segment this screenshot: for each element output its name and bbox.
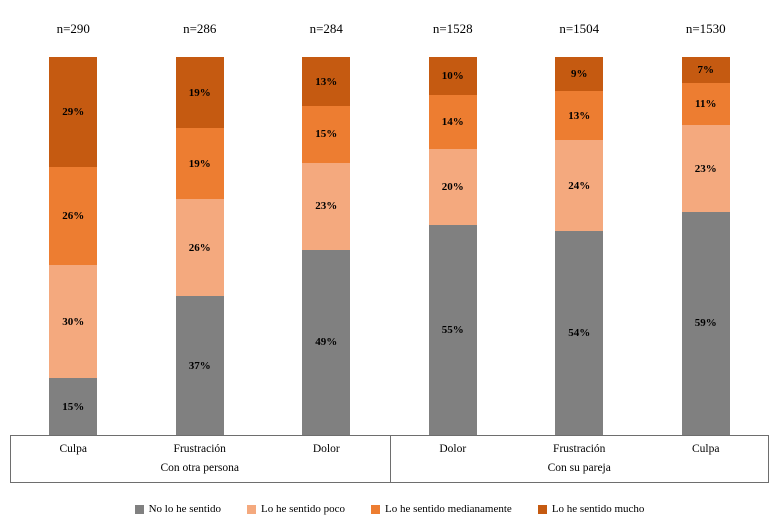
legend-swatch: [371, 504, 381, 514]
segment-value-label: 54%: [568, 326, 591, 339]
legend-label: No lo he sentido: [148, 503, 222, 515]
category-label: Culpa: [692, 443, 720, 455]
bar-segment: 13%: [302, 57, 351, 107]
bar-segment: 26%: [49, 166, 98, 265]
segment-value-label: 15%: [62, 400, 85, 413]
category-label: Frustración: [173, 443, 226, 455]
segment-value-label: 11%: [695, 98, 717, 111]
category-label: Frustración: [553, 443, 606, 455]
segment-value-label: 14%: [441, 115, 464, 128]
segment-value-label: 7%: [697, 64, 715, 77]
bar-segment: 9%: [555, 57, 604, 92]
bar-segment: 14%: [428, 95, 477, 149]
bar-segment: 54%: [555, 230, 604, 435]
segment-value-label: 29%: [62, 105, 85, 118]
legend-item: Lo he sentido poco: [247, 503, 345, 515]
bar-segment: 10%: [428, 57, 477, 96]
segment-value-label: 59%: [694, 317, 717, 330]
bar-slot-1: n=290 29% 26% 30% 15%: [10, 14, 137, 435]
n-label: n=1528: [432, 21, 473, 36]
segment-value-label: 20%: [441, 180, 464, 193]
n-label: n=284: [309, 21, 343, 36]
n-label: n=1530: [685, 21, 726, 36]
n-label: n=1504: [559, 21, 600, 36]
stacked-bar-frustración: 19% 19% 26% 37%: [175, 57, 224, 435]
bar-segment: 24%: [555, 140, 604, 231]
segment-value-label: 13%: [315, 75, 338, 88]
n-label: n=290: [56, 21, 90, 36]
bar-segment: 7%: [681, 57, 730, 84]
bar-segment: 55%: [428, 224, 477, 435]
stacked-bar-frustración: 9% 13% 24% 54%: [555, 57, 604, 435]
stacked-bar-dolor: 13% 15% 23% 49%: [302, 57, 351, 435]
legend-label: Lo he sentido mucho: [551, 503, 645, 515]
legend-label: Lo he sentido poco: [261, 503, 346, 515]
legend-label: Lo he sentido medianamente: [385, 503, 512, 515]
legend-swatch: [134, 504, 144, 514]
category-label: Dolor: [439, 443, 467, 455]
bar-segment: 19%: [175, 57, 224, 129]
legend-item: No lo he sentido: [134, 503, 222, 515]
axis-divider-right: [768, 436, 769, 482]
segment-value-label: 23%: [694, 162, 717, 175]
segment-value-label: 37%: [188, 359, 211, 372]
segment-value-label: 24%: [568, 179, 591, 192]
category-label-row: Culpa Frustración Dolor Dolor Frustración Cul…: [10, 436, 769, 462]
bar-segment: 23%: [302, 162, 351, 250]
axis-divider-middle: [389, 436, 391, 482]
bar-segment: 30%: [49, 264, 98, 379]
n-label: n=286: [183, 21, 217, 36]
bar-segment: 15%: [49, 378, 98, 435]
segment-value-label: 19%: [188, 86, 211, 99]
segment-value-label: 15%: [315, 128, 338, 141]
bar-slot-2: n=286 19% 19% 26% 37%: [137, 14, 264, 435]
legend-swatch: [247, 504, 257, 514]
group-label: Con otra persona: [160, 462, 240, 474]
bar-segment: 19%: [175, 128, 224, 200]
category-axis: Culpa Frustración Dolor Dolor Frustración Cul…: [10, 435, 769, 483]
bar-segment: 23%: [681, 125, 730, 212]
bar-segment: 59%: [681, 211, 730, 435]
segment-value-label: 9%: [571, 68, 588, 80]
legend-item: Lo he sentido medianamente: [371, 503, 512, 515]
legend: No lo he sentido Lo he sentido poco Lo he …: [10, 503, 769, 515]
plot-area: n=290 29% 26% 30% 15% n=286 19% 19% 26% 37% n=284 1…: [10, 14, 769, 435]
bar-segment: 49%: [302, 249, 351, 435]
segment-value-label: 30%: [62, 315, 85, 328]
bar-segment: 29%: [49, 57, 98, 167]
segment-value-label: 26%: [62, 209, 85, 222]
stacked-bar-culpa: 29% 26% 30% 15%: [49, 57, 98, 435]
group-label-row: Con otra persona Con su pareja: [10, 462, 769, 482]
bar-slot-4: n=1528 10% 14% 20% 55%: [390, 14, 517, 435]
category-label: Dolor: [312, 443, 340, 455]
segment-value-label: 19%: [188, 157, 211, 170]
stacked-bar-dolor: 10% 14% 20% 55%: [428, 57, 477, 435]
bar-segment: 20%: [428, 148, 477, 225]
bar-slot-3: n=284 13% 15% 23% 49%: [263, 14, 390, 435]
legend-item: Lo he sentido mucho: [537, 503, 645, 515]
segment-value-label: 55%: [441, 323, 464, 336]
stacked-bar-culpa: 7% 11% 23% 59%: [681, 57, 730, 435]
segment-value-label: 13%: [568, 109, 591, 122]
bar-segment: 26%: [175, 199, 224, 297]
legend-swatch: [537, 504, 547, 514]
segment-value-label: 10%: [441, 70, 464, 83]
bar-segment: 11%: [681, 83, 730, 126]
bar-segment: 13%: [555, 91, 604, 141]
segment-value-label: 23%: [315, 200, 338, 213]
bar-segment: 37%: [175, 296, 224, 435]
bar-slot-6: n=1530 7% 11% 23% 59%: [643, 14, 770, 435]
bar-slot-5: n=1504 9% 13% 24% 54%: [516, 14, 643, 435]
segment-value-label: 49%: [315, 336, 338, 349]
bar-segment: 15%: [302, 106, 351, 163]
segment-value-label: 26%: [188, 241, 211, 254]
axis-divider-left: [10, 436, 11, 482]
category-label: Culpa: [59, 443, 87, 455]
group-label: Con su pareja: [547, 462, 611, 474]
